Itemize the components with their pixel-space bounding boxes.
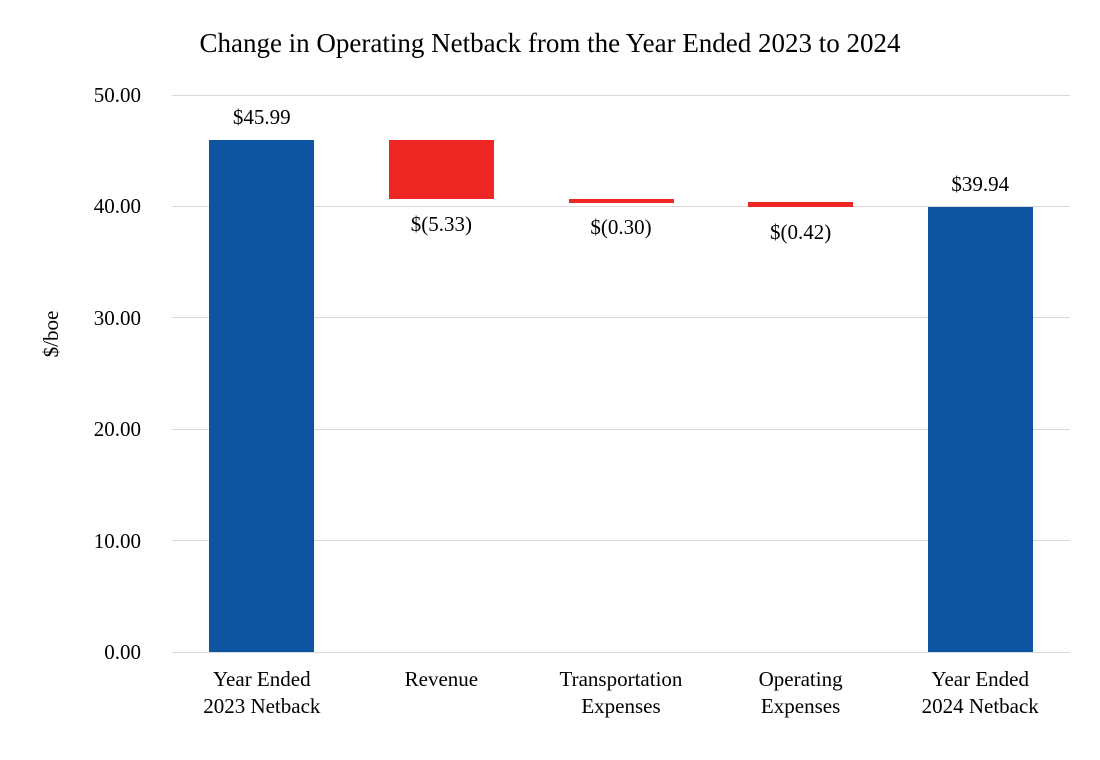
x-category-label: Year Ended 2023 Netback bbox=[203, 667, 321, 718]
y-tick-label: 40.00 bbox=[93, 194, 141, 219]
bar-revenue bbox=[388, 139, 494, 200]
y-gridline bbox=[172, 205, 1070, 207]
y-gridline bbox=[172, 428, 1070, 430]
y-gridline bbox=[172, 317, 1070, 319]
data-label: $45.99 bbox=[232, 104, 291, 129]
data-label: $(0.30) bbox=[590, 215, 652, 240]
y-tick-label: 0.00 bbox=[104, 640, 141, 664]
y-tick-label: 10.00 bbox=[93, 528, 141, 553]
x-category-label: Year Ended 2024 Netback bbox=[921, 667, 1039, 718]
x-category-label: Revenue bbox=[404, 667, 479, 691]
x-axis-line bbox=[172, 651, 1070, 653]
bar-year-ended-2024-netback bbox=[927, 207, 1033, 652]
y-gridline bbox=[172, 94, 1070, 96]
y-tick-label: 30.00 bbox=[93, 305, 141, 330]
y-tick-label: 20.00 bbox=[93, 417, 141, 442]
data-label: $(0.42) bbox=[769, 220, 832, 245]
x-category-label: Operating Expenses bbox=[758, 667, 843, 718]
y-tick-label: 50.00 bbox=[93, 83, 141, 107]
chart-title: Change in Operating Netback from the Yea… bbox=[199, 28, 901, 58]
y-gridline bbox=[172, 540, 1070, 542]
bar-operating-expenses bbox=[748, 202, 854, 208]
x-category-label: Transportation Expenses bbox=[559, 667, 683, 718]
y-axis-title: $/boe bbox=[39, 310, 63, 358]
data-label: $39.94 bbox=[951, 172, 1010, 197]
bar-transportation-expenses bbox=[568, 199, 674, 204]
bar-year-ended-2023-netback bbox=[209, 139, 315, 652]
data-label: $(5.33) bbox=[410, 212, 473, 237]
